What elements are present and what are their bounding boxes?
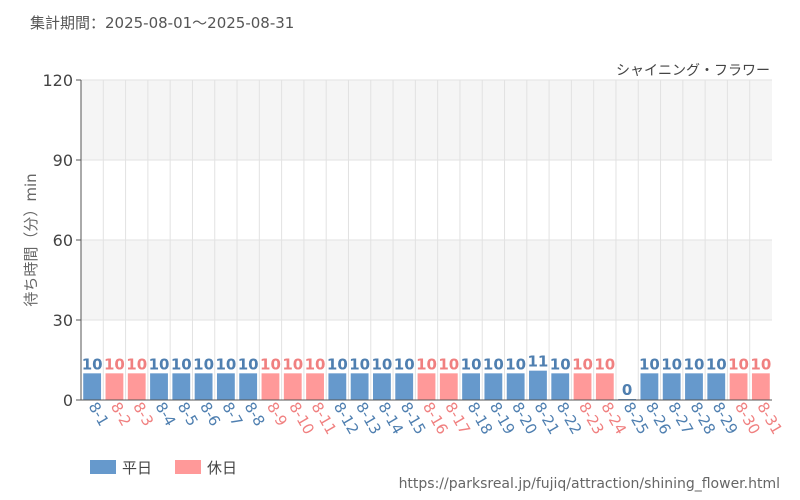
value-label-8-29: 10 <box>706 355 727 373</box>
value-label-8-1: 10 <box>82 355 103 373</box>
value-label-8-23: 10 <box>572 355 593 373</box>
value-label-8-31: 10 <box>750 355 771 373</box>
x-tick-label-8-9: 8-9 <box>263 399 291 429</box>
value-label-8-21: 11 <box>528 353 549 371</box>
bar-8-26[interactable] <box>640 373 659 400</box>
value-label-8-17: 10 <box>438 355 459 373</box>
bar-series <box>83 370 770 400</box>
value-label-8-9: 10 <box>260 355 281 373</box>
bar-8-10[interactable] <box>283 373 302 400</box>
x-tick-label-8-1: 8-1 <box>85 399 113 429</box>
value-label-8-6: 10 <box>193 355 214 373</box>
bar-8-28[interactable] <box>685 373 703 400</box>
value-label-8-18: 10 <box>461 355 482 373</box>
bar-8-15[interactable] <box>395 373 414 400</box>
value-label-8-22: 10 <box>550 355 571 373</box>
bar-8-27[interactable] <box>662 373 681 400</box>
chart-title: シャイニング・フラワー <box>616 63 770 79</box>
legend-label-holiday: 休日 <box>207 459 237 477</box>
y-tick-label: 90 <box>53 151 73 170</box>
value-label-8-13: 10 <box>349 355 370 373</box>
value-label-8-2: 10 <box>104 355 125 373</box>
y-tick-label: 60 <box>53 231 73 250</box>
y-tick-labels: 0 30 60 90 120 <box>42 71 81 410</box>
bar-8-12[interactable] <box>328 373 347 400</box>
legend-swatch-weekday <box>90 460 116 474</box>
value-label-8-28: 10 <box>684 355 705 373</box>
value-label-8-8: 10 <box>238 355 259 373</box>
bar-8-3[interactable] <box>127 373 146 400</box>
x-tick-label-8-7: 8-7 <box>218 399 246 429</box>
bar-8-17[interactable] <box>439 373 458 400</box>
bar-8-29[interactable] <box>707 373 726 400</box>
bar-8-7[interactable] <box>216 373 235 400</box>
bar-8-30[interactable] <box>729 373 748 400</box>
x-tick-label-8-4: 8-4 <box>152 399 180 429</box>
bar-8-2[interactable] <box>105 373 124 400</box>
bar-8-31[interactable] <box>751 373 770 400</box>
bar-8-9[interactable] <box>261 373 280 400</box>
value-label-8-24: 10 <box>594 355 615 373</box>
period-label: 集計期間：2025-08-01～2025-08-31 <box>30 14 294 32</box>
value-label-8-12: 10 <box>327 355 348 373</box>
bar-8-4[interactable] <box>150 373 168 400</box>
legend-swatch-holiday <box>175 460 201 474</box>
value-label-8-4: 10 <box>149 355 170 373</box>
value-label-8-26: 10 <box>639 355 660 373</box>
bar-8-20[interactable] <box>506 373 525 400</box>
y-tick-label: 30 <box>53 311 73 330</box>
value-label-8-30: 10 <box>728 355 749 373</box>
grid-lines <box>81 79 772 400</box>
x-tick-label-8-2: 8-2 <box>107 399 135 429</box>
bar-8-6[interactable] <box>194 373 213 400</box>
x-tick-label-8-5: 8-5 <box>174 399 202 429</box>
plot-band <box>81 80 772 160</box>
plot-background <box>81 80 772 320</box>
y-tick-label: 120 <box>42 71 73 90</box>
source-url[interactable]: https://parksreal.jp/fujiq/attraction/sh… <box>399 476 780 492</box>
y-axis-label: 待ち時間（分）min <box>22 173 40 306</box>
y-tick-label: 0 <box>63 391 73 410</box>
value-label-8-15: 10 <box>394 355 415 373</box>
legend: 平日 休日 <box>90 459 237 477</box>
bar-8-11[interactable] <box>306 373 324 400</box>
value-label-8-25: 0 <box>622 381 632 399</box>
value-label-8-3: 10 <box>126 355 147 373</box>
x-tick-labels: 8-18-28-38-48-58-68-78-88-98-108-118-128… <box>85 399 786 437</box>
bar-8-13[interactable] <box>350 373 369 400</box>
legend-label-weekday: 平日 <box>122 459 152 477</box>
plot-band <box>81 240 772 320</box>
value-label-8-16: 10 <box>416 355 437 373</box>
bar-8-19[interactable] <box>484 373 503 400</box>
bar-8-5[interactable] <box>172 373 191 400</box>
value-labels: 10 10 10 10 10 10 10 10 10 10 10 10 10 10 10 10 10 10 10 10… <box>82 353 772 399</box>
bar-8-8[interactable] <box>239 373 258 400</box>
bar-8-24[interactable] <box>595 373 614 400</box>
value-label-8-5: 10 <box>171 355 192 373</box>
value-label-8-19: 10 <box>483 355 504 373</box>
bar-8-1[interactable] <box>83 373 102 400</box>
value-label-8-11: 10 <box>305 355 326 373</box>
x-tick-label-8-8: 8-8 <box>241 399 269 429</box>
value-label-8-20: 10 <box>505 355 526 373</box>
bar-8-16[interactable] <box>417 373 436 400</box>
x-tick-label-8-6: 8-6 <box>196 399 224 429</box>
value-label-8-14: 10 <box>371 355 392 373</box>
bar-8-22[interactable] <box>551 373 570 400</box>
value-label-8-27: 10 <box>661 355 682 373</box>
bar-8-23[interactable] <box>573 373 592 400</box>
bar-8-18[interactable] <box>462 373 480 400</box>
value-label-8-7: 10 <box>215 355 236 373</box>
value-label-8-10: 10 <box>282 355 303 373</box>
bar-8-21[interactable] <box>529 370 547 400</box>
bar-8-14[interactable] <box>373 373 391 400</box>
x-tick-label-8-3: 8-3 <box>129 399 157 429</box>
